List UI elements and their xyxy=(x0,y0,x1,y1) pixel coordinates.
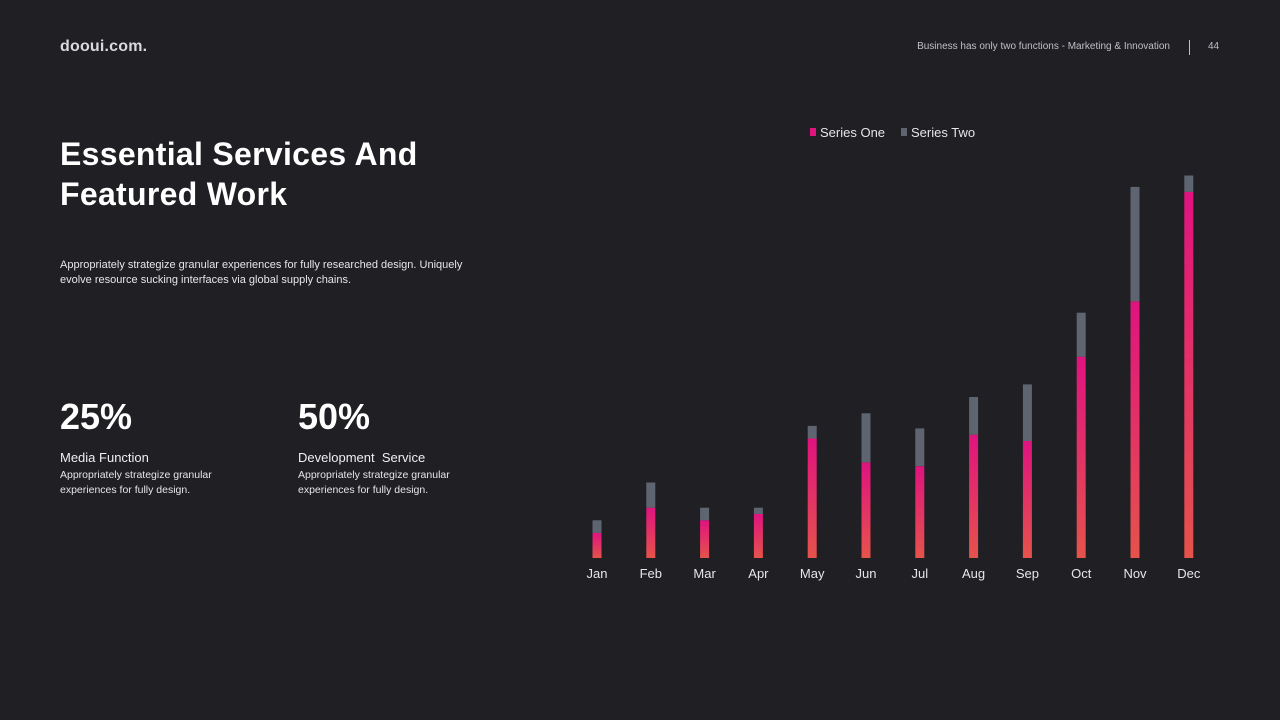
legend-swatch-series-one xyxy=(810,128,816,136)
stat-description: Appropriately strategize granular experi… xyxy=(60,469,212,496)
bar-series-one-jan xyxy=(592,532,602,558)
header-tagline: Business has only two functions - Market… xyxy=(917,41,1170,52)
stat-media-function: 25% Media Function Appropriately strateg… xyxy=(60,396,260,498)
bar-series-two-feb xyxy=(646,482,656,508)
legend-swatch-series-two xyxy=(901,128,907,136)
intro-text: Appropriately strategize granular experi… xyxy=(60,259,463,286)
bar-series-one-jul xyxy=(915,466,925,558)
stat-development-service: 50% Development Service Appropriately st… xyxy=(298,396,498,498)
bar-series-one-oct xyxy=(1076,356,1086,558)
bar-series-one-mar xyxy=(700,520,710,558)
bar-series-one-jun xyxy=(861,462,871,558)
bar-series-two-aug xyxy=(969,397,979,435)
logo: dooui.com. xyxy=(60,38,148,55)
x-tick-label: Feb xyxy=(640,566,662,581)
x-tick-label: Aug xyxy=(962,566,985,581)
x-tick-label: May xyxy=(800,566,825,581)
bar-series-one-dec xyxy=(1184,191,1194,558)
bar-series-two-oct xyxy=(1076,312,1086,357)
x-tick-label: Apr xyxy=(748,566,769,581)
x-tick-label: Sep xyxy=(1016,566,1039,581)
stat-value: 25% xyxy=(60,396,133,437)
bar-series-one-aug xyxy=(969,434,979,558)
bar-series-two-apr xyxy=(753,507,763,514)
x-tick-label: Jun xyxy=(856,566,877,581)
bar-series-two-jun xyxy=(861,413,871,463)
stat-description: Appropriately strategize granular experi… xyxy=(298,469,450,496)
legend-label-series-two: Series Two xyxy=(911,125,975,140)
page-title: Essential Services And Featured Work xyxy=(60,136,418,212)
bar-series-one-may xyxy=(807,438,817,558)
x-tick-label: Oct xyxy=(1071,566,1092,581)
bar-series-one-nov xyxy=(1130,301,1140,558)
x-tick-label: Dec xyxy=(1177,566,1201,581)
x-tick-label: Nov xyxy=(1123,566,1147,581)
x-tick-label: Jul xyxy=(911,566,928,581)
bar-series-two-dec xyxy=(1184,175,1194,192)
legend-label-series-one: Series One xyxy=(820,125,885,140)
x-tick-label: Jan xyxy=(587,566,608,581)
bar-series-two-mar xyxy=(700,507,710,521)
stat-label: Development Service xyxy=(298,450,426,465)
page-number: 44 xyxy=(1208,41,1220,52)
bar-series-one-feb xyxy=(646,507,656,558)
stat-value: 50% xyxy=(298,396,371,437)
x-tick-label: Mar xyxy=(693,566,716,581)
header-divider xyxy=(1189,40,1190,55)
bar-series-one-apr xyxy=(753,514,763,558)
bar-series-two-may xyxy=(807,425,817,439)
stat-label: Media Function xyxy=(60,450,149,465)
bar-series-two-sep xyxy=(1022,384,1032,441)
bar-series-one-sep xyxy=(1022,441,1032,558)
bar-series-two-jan xyxy=(592,520,602,533)
bar-series-two-jul xyxy=(915,428,925,467)
bar-series-two-nov xyxy=(1130,186,1140,302)
stacked-bar-chart: Jan Feb Mar Apr May Jun Jul Aug Sep Oct Nov Dec Seri… xyxy=(587,125,1201,581)
